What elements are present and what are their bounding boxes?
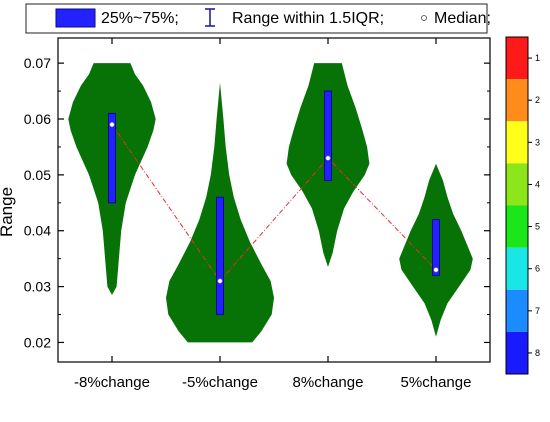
colorbar-label: 3	[535, 137, 540, 147]
y-tick-label: 0.03	[24, 279, 51, 295]
colorbar-label: 6	[535, 264, 540, 274]
median-marker	[325, 155, 331, 161]
colorbar-label: 2	[535, 95, 540, 105]
axes	[57, 37, 491, 363]
y-tick-label: 0.05	[24, 167, 51, 183]
colorbar-label: 8	[535, 348, 540, 358]
median-marker	[433, 267, 439, 273]
colorbar-segment	[506, 163, 528, 206]
colorbar-label: 7	[535, 306, 540, 316]
y-tick-label: 0.07	[24, 55, 51, 71]
y-tick-label: 0.02	[24, 334, 51, 350]
colorbar: 1 2 3 4 5 6 7 8	[505, 36, 540, 375]
x-tick-label: -5%change	[182, 374, 258, 391]
median-marker	[109, 122, 115, 128]
x-tick-label: 8%change	[293, 374, 364, 391]
plot-frame	[57, 37, 491, 363]
iqr-box	[108, 112, 116, 204]
legend-label-iqr: 25%~75%;	[101, 10, 179, 27]
violins	[68, 63, 473, 343]
median-marker	[217, 278, 223, 284]
iqr-box	[432, 219, 440, 276]
legend: 25%~75%; Range within 1.5IQR; Median;	[25, 3, 491, 34]
legend-median-swatch	[421, 15, 427, 21]
median-connector	[111, 124, 437, 282]
x-tick-label: 5%change	[401, 374, 472, 391]
legend-box-swatch	[55, 8, 96, 28]
iqr-box	[324, 90, 332, 181]
x-tick-labels: -8%change -5%change 8%change 5%change	[74, 374, 471, 391]
y-axis-label: Range	[0, 187, 16, 237]
colorbar-segment	[506, 289, 528, 332]
x-tick-label: -8%change	[74, 374, 150, 391]
y-tick-labels: 0.02 0.03 0.04 0.05 0.06 0.07	[24, 55, 51, 350]
y-tick-label: 0.06	[24, 111, 51, 127]
colorbar-frame	[505, 36, 529, 375]
legend-frame	[25, 3, 488, 34]
legend-whisker-swatch	[205, 8, 215, 27]
colorbar-segment	[506, 37, 528, 80]
colorbar-segment	[506, 121, 528, 164]
colorbar-label: 4	[535, 179, 540, 189]
legend-label-median: Median;	[434, 10, 491, 27]
boxes	[108, 90, 440, 316]
colorbar-segment	[506, 205, 528, 248]
colorbar-label: 5	[535, 222, 540, 232]
colorbar-segment	[506, 79, 528, 122]
legend-label-range: Range within 1.5IQR;	[232, 10, 384, 27]
colorbar-label: 1	[535, 53, 540, 63]
median-line	[111, 124, 437, 282]
y-tick-label: 0.04	[24, 223, 51, 239]
colorbar-segment	[506, 331, 528, 374]
iqr-box	[216, 196, 224, 316]
colorbar-segment	[506, 247, 528, 290]
